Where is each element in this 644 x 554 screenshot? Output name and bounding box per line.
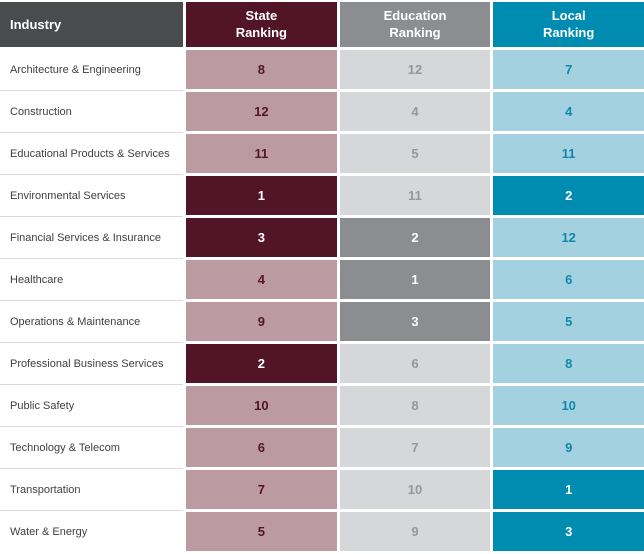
state-ranking-cell: 11 bbox=[186, 134, 337, 173]
table-row: Healthcare 4 1 6 bbox=[0, 260, 644, 301]
table-row: Financial Services & Insurance 3 2 12 bbox=[0, 218, 644, 259]
state-ranking-cell: 4 bbox=[186, 260, 337, 299]
state-ranking-cell: 10 bbox=[186, 386, 337, 425]
table-row: Environmental Services 1 11 2 bbox=[0, 176, 644, 217]
education-ranking-cell: 4 bbox=[339, 92, 491, 131]
table-row: Construction 12 4 4 bbox=[0, 92, 644, 133]
state-ranking-cell: 8 bbox=[186, 50, 337, 89]
local-ranking-cell: 12 bbox=[493, 218, 644, 257]
local-ranking-cell: 4 bbox=[493, 92, 644, 131]
industry-label: Financial Services & Insurance bbox=[0, 218, 183, 259]
industry-label: Architecture & Engineering bbox=[0, 50, 183, 91]
industry-label: Professional Business Services bbox=[0, 344, 183, 385]
education-ranking-cell: 1 bbox=[339, 260, 491, 299]
state-ranking-cell: 6 bbox=[186, 428, 337, 467]
local-ranking-cell: 10 bbox=[493, 386, 644, 425]
header-row: Industry State Ranking Education Ranking… bbox=[0, 2, 644, 47]
local-ranking-cell: 9 bbox=[493, 428, 644, 467]
education-ranking-cell: 12 bbox=[339, 50, 491, 89]
state-ranking-cell: 7 bbox=[186, 470, 337, 509]
local-ranking-cell: 8 bbox=[493, 344, 644, 383]
state-ranking-cell: 9 bbox=[186, 302, 337, 341]
local-ranking-cell: 2 bbox=[493, 176, 644, 215]
local-ranking-cell: 3 bbox=[493, 512, 644, 551]
state-ranking-cell: 12 bbox=[186, 92, 337, 131]
education-ranking-cell: 8 bbox=[339, 386, 491, 425]
education-ranking-cell: 7 bbox=[339, 428, 491, 467]
industry-label: Construction bbox=[0, 92, 183, 133]
state-ranking-cell: 1 bbox=[186, 176, 337, 215]
education-ranking-cell: 5 bbox=[339, 134, 491, 173]
table-row: Operations & Maintenance 9 3 5 bbox=[0, 302, 644, 343]
local-ranking-cell: 6 bbox=[493, 260, 644, 299]
state-ranking-cell: 3 bbox=[186, 218, 337, 257]
industry-label: Technology & Telecom bbox=[0, 428, 183, 469]
education-ranking-cell: 9 bbox=[339, 512, 491, 551]
table-row: Educational Products & Services 11 5 11 bbox=[0, 134, 644, 175]
industry-label: Environmental Services bbox=[0, 176, 183, 217]
table-row: Architecture & Engineering 8 12 7 bbox=[0, 50, 644, 91]
table-row: Technology & Telecom 6 7 9 bbox=[0, 428, 644, 469]
local-ranking-cell: 7 bbox=[493, 50, 644, 89]
column-header-education-ranking: Education Ranking bbox=[339, 2, 491, 47]
table-row: Public Safety 10 8 10 bbox=[0, 386, 644, 427]
education-ranking-cell: 6 bbox=[339, 344, 491, 383]
education-ranking-cell: 11 bbox=[339, 176, 491, 215]
education-ranking-cell: 3 bbox=[339, 302, 491, 341]
table-body: Architecture & Engineering 8 12 7 Constr… bbox=[0, 50, 644, 551]
column-header-industry: Industry bbox=[0, 2, 183, 47]
industry-label: Healthcare bbox=[0, 260, 183, 301]
state-ranking-cell: 2 bbox=[186, 344, 337, 383]
table-row: Professional Business Services 2 6 8 bbox=[0, 344, 644, 385]
industry-label: Water & Energy bbox=[0, 512, 183, 551]
column-header-local-ranking: Local Ranking bbox=[493, 2, 644, 47]
industry-label: Public Safety bbox=[0, 386, 183, 427]
industry-label: Transportation bbox=[0, 470, 183, 511]
industry-label: Educational Products & Services bbox=[0, 134, 183, 175]
local-ranking-cell: 11 bbox=[493, 134, 644, 173]
education-ranking-cell: 10 bbox=[339, 470, 491, 509]
table-row: Water & Energy 5 9 3 bbox=[0, 512, 644, 551]
education-ranking-cell: 2 bbox=[339, 218, 491, 257]
industry-label: Operations & Maintenance bbox=[0, 302, 183, 343]
local-ranking-cell: 5 bbox=[493, 302, 644, 341]
column-header-state-ranking: State Ranking bbox=[186, 2, 337, 47]
state-ranking-cell: 5 bbox=[186, 512, 337, 551]
table-row: Transportation 7 10 1 bbox=[0, 470, 644, 511]
local-ranking-cell: 1 bbox=[493, 470, 644, 509]
